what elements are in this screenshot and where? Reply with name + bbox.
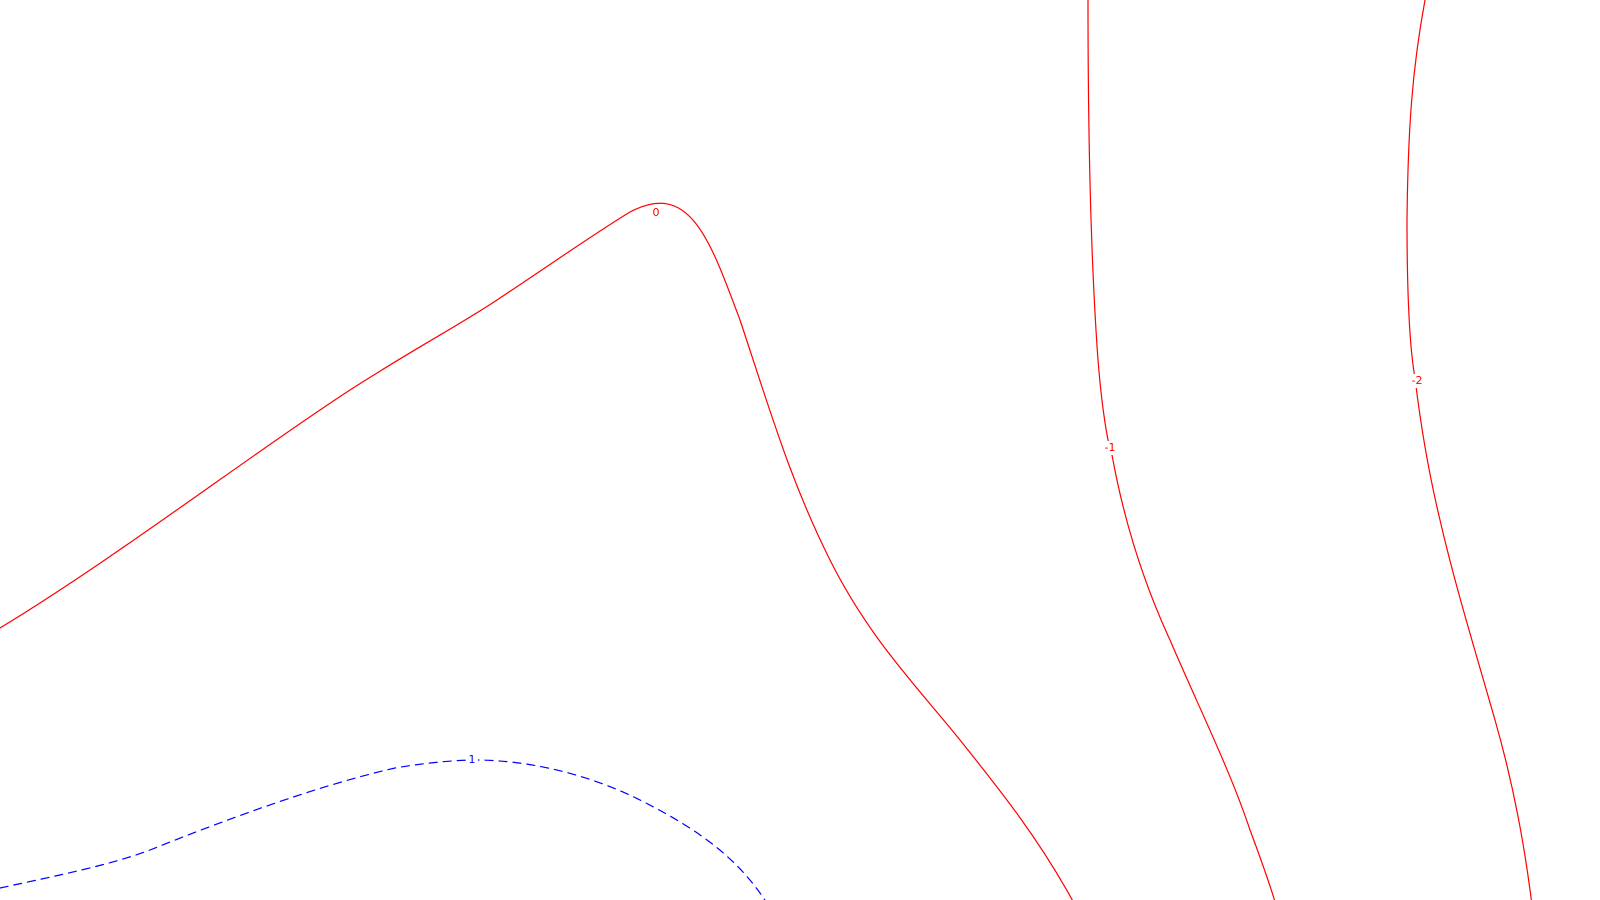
contour-label-bg-neg1 [1101,441,1119,455]
contour-line-neg1 [1087,0,1276,900]
contour-line-1 [0,759,766,900]
contour-label-bg-0 [648,206,662,220]
contour-line-neg2 [1406,0,1532,900]
contour-label-neg1: -1 [1105,441,1116,454]
contour-label-bg-neg2 [1408,374,1426,388]
contour-label-1: 1 [469,753,476,766]
contour-label-bg-1 [466,753,478,767]
contour-label-0: 0 [653,206,660,219]
contour-line-0 [0,202,1073,900]
contour-label-neg2: -2 [1412,374,1423,387]
